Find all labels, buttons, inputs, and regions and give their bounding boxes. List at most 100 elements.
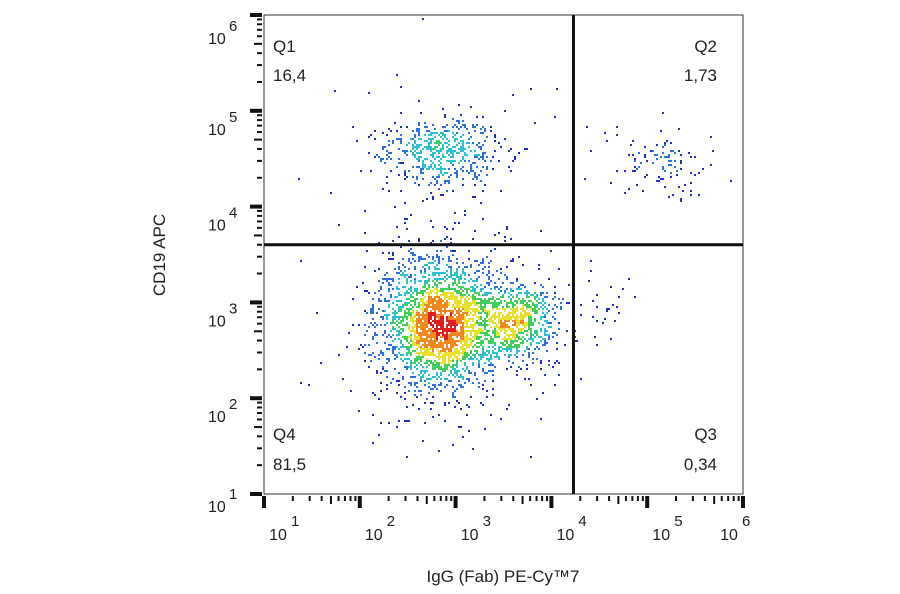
- quadrant-gates[interactable]: [264, 15, 743, 494]
- event-dot: [428, 334, 430, 336]
- event-dot: [494, 326, 496, 328]
- event-dot: [402, 344, 404, 346]
- event-dot: [370, 354, 372, 356]
- horizontal-gate-line[interactable]: [264, 243, 743, 247]
- event-dot: [504, 330, 506, 332]
- tick-exponent: 1: [229, 486, 237, 503]
- event-dot: [410, 214, 412, 216]
- event-dot: [540, 368, 542, 370]
- event-dot: [450, 334, 452, 336]
- event-dot: [514, 304, 516, 306]
- event-dot: [460, 294, 462, 296]
- event-dot: [556, 348, 558, 350]
- event-dot: [524, 322, 526, 324]
- event-dot: [478, 364, 480, 366]
- y-minor-tick: [257, 305, 262, 308]
- event-dot: [426, 308, 428, 310]
- x-major-tick: [357, 496, 362, 508]
- vertical-gate-line[interactable]: [571, 15, 575, 494]
- event-dot: [356, 286, 358, 288]
- event-dot: [528, 324, 530, 326]
- event-dot: [390, 294, 392, 296]
- event-dot: [378, 434, 380, 436]
- event-dot: [392, 288, 394, 290]
- event-dot: [392, 322, 394, 324]
- event-dot: [454, 324, 456, 326]
- event-dot: [502, 282, 504, 284]
- event-dot: [442, 132, 444, 134]
- event-dot: [444, 330, 446, 332]
- event-dot: [502, 308, 504, 310]
- event-dot: [374, 356, 376, 358]
- event-dot: [476, 310, 478, 312]
- event-dot: [524, 310, 526, 312]
- event-dot: [486, 292, 488, 294]
- y-minor-tick: [257, 176, 262, 179]
- event-dot: [368, 152, 370, 154]
- event-dot: [552, 332, 554, 334]
- event-dot: [512, 296, 514, 298]
- event-dot: [438, 302, 440, 304]
- x-minor-tick: [349, 496, 352, 501]
- event-dot: [410, 296, 412, 298]
- y-major-tick: [250, 204, 262, 209]
- event-dot: [428, 314, 430, 316]
- event-dot: [470, 150, 472, 152]
- event-dot: [422, 168, 424, 170]
- event-dot: [414, 288, 416, 290]
- event-dot: [446, 172, 448, 174]
- event-dot: [544, 344, 546, 346]
- event-dot: [364, 310, 366, 312]
- event-dot: [398, 268, 400, 270]
- event-dot: [470, 136, 472, 138]
- event-dot: [456, 332, 458, 334]
- event-dot: [458, 332, 460, 334]
- event-dot: [442, 350, 444, 352]
- event-dot: [518, 366, 520, 368]
- event-dot: [438, 344, 440, 346]
- event-dot: [422, 326, 424, 328]
- event-dot: [634, 170, 636, 172]
- event-dot: [456, 360, 458, 362]
- event-dot: [408, 342, 410, 344]
- event-dot: [440, 362, 442, 364]
- event-dot: [644, 146, 646, 148]
- event-dot: [500, 326, 502, 328]
- event-dot: [474, 338, 476, 340]
- y-minor-tick: [257, 214, 262, 217]
- event-dot: [456, 374, 458, 376]
- event-dot: [512, 320, 514, 322]
- event-dot: [438, 296, 440, 298]
- event-dot: [452, 444, 454, 446]
- event-dot: [482, 166, 484, 168]
- event-dot: [488, 310, 490, 312]
- event-dot: [476, 352, 478, 354]
- event-dot: [512, 316, 514, 318]
- event-dot: [386, 150, 388, 152]
- event-dot: [446, 278, 448, 280]
- event-dot: [424, 370, 426, 372]
- event-dot: [418, 356, 420, 358]
- event-dot: [496, 316, 498, 318]
- event-dot: [482, 116, 484, 118]
- event-dot: [436, 292, 438, 294]
- event-dot: [476, 156, 478, 158]
- event-dot: [486, 372, 488, 374]
- event-dot: [516, 348, 518, 350]
- event-dot: [508, 338, 510, 340]
- event-dot: [490, 414, 492, 416]
- event-dot: [386, 176, 388, 178]
- event-dot: [526, 308, 528, 310]
- event-dot: [530, 334, 532, 336]
- event-dot: [430, 292, 432, 294]
- event-dot: [338, 224, 340, 226]
- event-dot: [510, 290, 512, 292]
- event-dot: [400, 332, 402, 334]
- event-dot: [440, 290, 442, 292]
- event-dot: [396, 130, 398, 132]
- event-dot: [402, 150, 404, 152]
- event-dot: [426, 370, 428, 372]
- event-dot: [490, 302, 492, 304]
- event-dot: [462, 368, 464, 370]
- event-dot: [440, 288, 442, 290]
